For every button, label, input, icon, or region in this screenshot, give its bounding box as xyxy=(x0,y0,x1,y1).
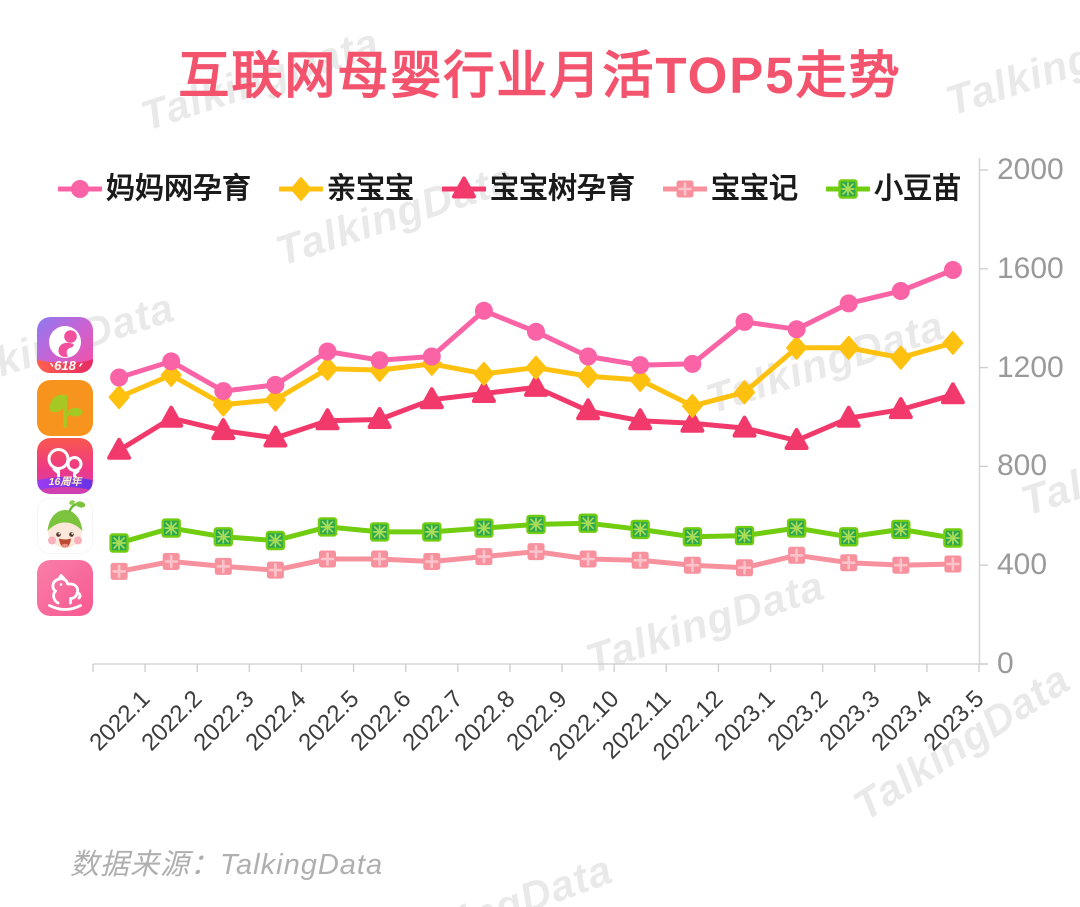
y-axis-label: 2000 xyxy=(997,153,1064,186)
series-宝宝树孕育 xyxy=(107,374,965,460)
series-宝宝记 xyxy=(110,543,962,580)
y-axis-label: 1600 xyxy=(997,251,1064,285)
chart-legend: 妈妈网孕育 亲宝宝 宝宝树孕育 宝宝记 小豆苗 xyxy=(58,170,961,208)
legend-label: 宝宝记 xyxy=(711,173,799,205)
legend-label: 宝宝树孕育 xyxy=(490,173,636,205)
legend-label: 小豆苗 xyxy=(874,173,962,205)
legend-marker-circle xyxy=(58,180,102,198)
qinbaobao-app-icon xyxy=(37,380,93,436)
green-hat xyxy=(47,510,83,531)
series-亲宝宝 xyxy=(108,330,964,418)
y-axis-label: 400 xyxy=(997,548,1048,582)
mamawang-app-icon: 618 xyxy=(37,317,93,373)
series-小豆苗 xyxy=(109,513,963,553)
rocking-horse-glyph xyxy=(48,574,82,611)
legend-item-亲宝宝: 亲宝宝 xyxy=(279,170,414,208)
y-axis-label: 1200 xyxy=(997,350,1064,384)
xiaodoumiao-app-icon xyxy=(37,498,93,554)
sprout-leaf-small xyxy=(68,407,83,417)
y-axis-label: 0 xyxy=(997,647,1014,680)
legend-marker-square-plus xyxy=(663,180,708,198)
legend-marker-square-star xyxy=(826,179,871,199)
baobaoji-app-icon xyxy=(37,560,93,616)
data-source-note: 数据来源：TalkingData xyxy=(70,849,384,881)
fetus-glyph xyxy=(64,330,77,343)
legend-item-妈妈网孕育: 妈妈网孕育 xyxy=(58,170,251,208)
legend-marker-diamond xyxy=(279,177,324,201)
badge-16th-anniversary: 16周年 xyxy=(49,475,83,488)
page-title: 互联网母婴行业月活TOP5走势 xyxy=(178,47,902,104)
legend-label: 妈妈网孕育 xyxy=(106,173,252,205)
baobaoshu-app-icon: 16周年 xyxy=(37,438,93,494)
legend-label: 亲宝宝 xyxy=(327,173,415,205)
legend-item-宝宝树孕育: 宝宝树孕育 xyxy=(442,170,635,208)
legend-marker-triangle xyxy=(442,176,487,199)
sprout-leaf-big xyxy=(49,394,67,413)
y-axis-label: 800 xyxy=(997,449,1048,483)
series-妈妈网孕育 xyxy=(110,261,962,401)
legend-item-宝宝记: 宝宝记 xyxy=(663,170,798,208)
legend-item-小豆苗: 小豆苗 xyxy=(826,170,961,208)
badge-618: 618 xyxy=(54,358,76,373)
